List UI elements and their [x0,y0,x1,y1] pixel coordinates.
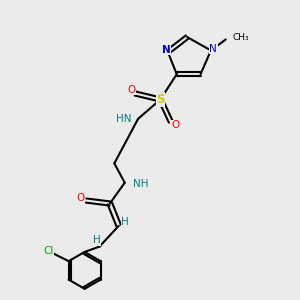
Text: H: H [93,235,101,245]
Text: H: H [122,217,129,227]
Text: Cl: Cl [43,246,54,256]
Text: O: O [128,85,136,95]
Text: N: N [209,44,217,54]
Text: O: O [76,193,85,203]
Text: HN: HN [116,114,132,124]
Text: NH: NH [133,178,148,189]
Text: CH₃: CH₃ [232,33,249,42]
Text: S: S [156,93,165,106]
Text: O: O [171,120,179,130]
Text: N: N [162,44,171,55]
